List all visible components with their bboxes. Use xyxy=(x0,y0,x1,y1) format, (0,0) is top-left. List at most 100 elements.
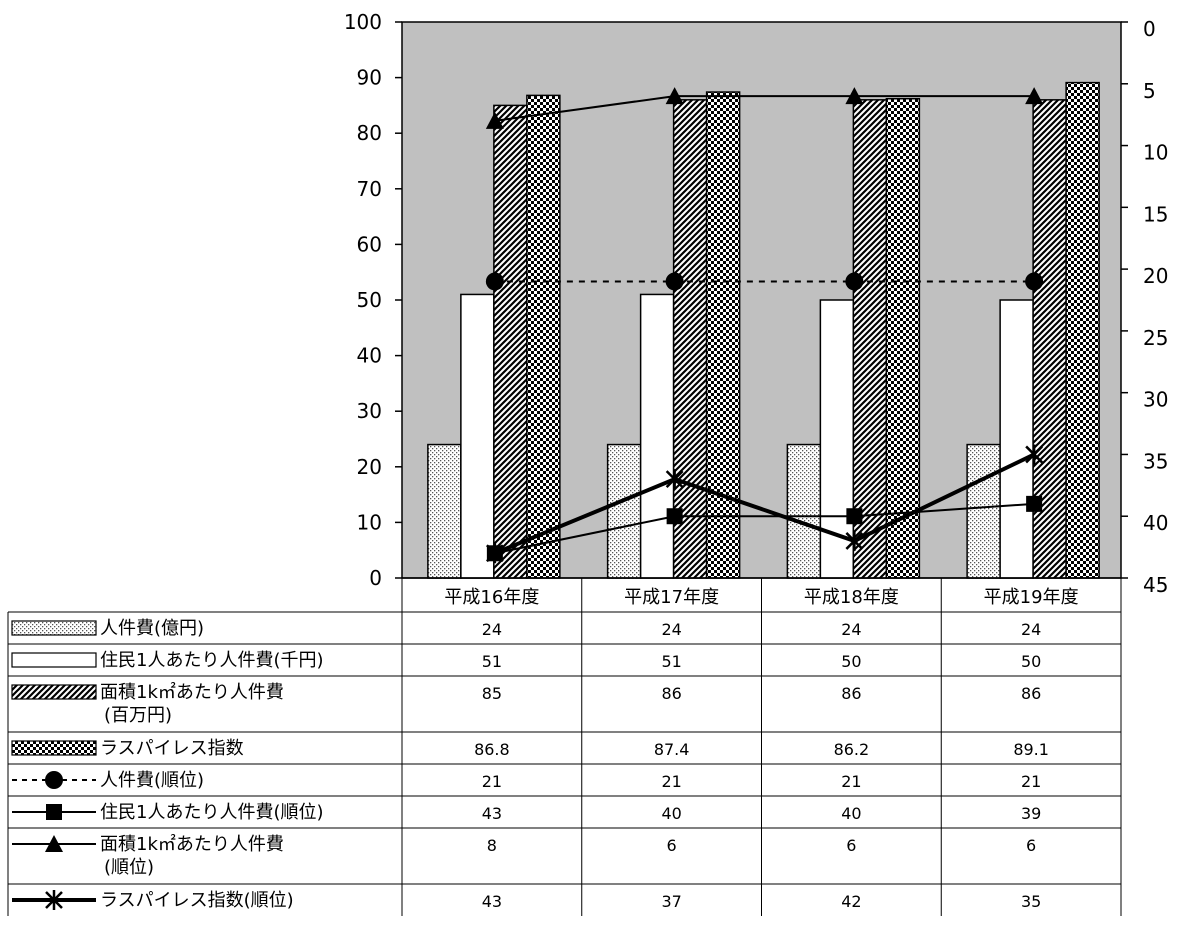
left-axis-label: 40 xyxy=(357,344,382,368)
right-axis-label: 10 xyxy=(1143,141,1168,165)
left-axis-label: 90 xyxy=(357,66,382,90)
legend-key xyxy=(11,652,97,668)
table-cell: 86 xyxy=(661,684,681,703)
legend-key xyxy=(11,740,97,756)
line-series-3 xyxy=(494,452,1035,556)
row-label: ラスパイレス指数 xyxy=(100,738,244,759)
legend-key xyxy=(11,620,97,636)
row-label: 面積1k㎡あたり人件費 xyxy=(100,681,284,703)
line-series-2 xyxy=(494,95,1035,122)
left-axis-label: 70 xyxy=(357,177,382,201)
table-cell: 86.2 xyxy=(834,740,870,759)
line-point-s2-c2 xyxy=(845,87,864,105)
bar-s2-c2 xyxy=(852,99,888,579)
table-cell: 24 xyxy=(841,620,861,639)
row-label: 面積1k㎡あたり人件費 xyxy=(100,833,284,855)
table-cell: 6 xyxy=(846,836,856,855)
table-cell: 42 xyxy=(841,892,861,911)
left-axis-label: 100 xyxy=(344,10,382,34)
right-axis-label: 0 xyxy=(1143,17,1156,41)
line-point-s0-c3 xyxy=(1025,272,1044,291)
left-axis-label: 30 xyxy=(357,399,382,423)
bar-s3-c0 xyxy=(526,94,561,579)
table-cell: 43 xyxy=(482,804,502,823)
row-label: 人件費(順位) xyxy=(100,770,204,791)
table-cell: 24 xyxy=(482,620,502,639)
table-cell: 89.1 xyxy=(1013,740,1049,759)
table-cell: 43 xyxy=(482,892,502,911)
table-cell: 40 xyxy=(661,804,681,823)
right-axis-label: 30 xyxy=(1143,388,1168,412)
row-label: 住民1人あたり人件費(千円) xyxy=(100,650,324,671)
table-cell: 24 xyxy=(661,620,681,639)
bar-s0-c2 xyxy=(786,443,822,579)
row-label: (順位) xyxy=(104,857,154,878)
right-axis-label: 40 xyxy=(1143,511,1168,535)
table-cell: 86.8 xyxy=(474,740,510,759)
right-axis-label: 35 xyxy=(1143,449,1168,473)
row-label: (百万円) xyxy=(104,705,172,726)
table-cell: 40 xyxy=(841,804,861,823)
table-cell: 35 xyxy=(1021,892,1041,911)
table-cell: 6 xyxy=(1026,836,1036,855)
right-axis-label: 45 xyxy=(1143,573,1168,597)
table-cell: 86 xyxy=(841,684,861,703)
table-cell: 21 xyxy=(482,772,502,791)
table-cell: 50 xyxy=(1021,652,1041,671)
table-cell: 85 xyxy=(482,684,502,703)
line-point-s1-c3 xyxy=(1026,495,1043,512)
row-label: 人件費(億円) xyxy=(100,618,204,639)
right-axis-label: 15 xyxy=(1143,202,1168,226)
line-point-s3-c2 xyxy=(845,530,864,551)
bar-s2-c0 xyxy=(493,104,528,579)
right-axis-label: 20 xyxy=(1143,264,1168,288)
table-cell: 24 xyxy=(1021,620,1041,639)
table-cell: 21 xyxy=(661,772,681,791)
bar-s1-c0 xyxy=(460,293,495,579)
legend-marker xyxy=(45,890,63,910)
right-axis-label: 5 xyxy=(1143,79,1156,103)
left-axis-label: 10 xyxy=(357,510,382,534)
bar-s3-c2 xyxy=(885,97,921,579)
line-point-s3-c1 xyxy=(665,469,684,490)
table-cell: 50 xyxy=(841,652,861,671)
bar-s1-c3 xyxy=(999,299,1034,579)
left-axis-label: 80 xyxy=(357,121,382,145)
line-point-s3-c3 xyxy=(1025,444,1044,465)
category-label: 平成16年度 xyxy=(444,587,539,608)
legend-marker xyxy=(45,835,63,852)
line-series-1 xyxy=(494,502,1035,555)
table-cell: 39 xyxy=(1021,804,1041,823)
line-point-s0-c1 xyxy=(665,272,684,291)
bar-s1-c1 xyxy=(639,293,675,579)
bar-s2-c1 xyxy=(672,99,708,579)
category-label: 平成18年度 xyxy=(804,587,899,608)
line-point-s0-c0 xyxy=(485,272,504,291)
table-cell: 21 xyxy=(1021,772,1041,791)
line-point-s2-c3 xyxy=(1025,87,1044,105)
category-label: 平成19年度 xyxy=(984,587,1079,608)
table-cell: 6 xyxy=(667,836,677,855)
row-label: ラスパイレス指数(順位) xyxy=(100,890,294,911)
left-axis-label: 0 xyxy=(369,566,382,590)
left-axis-label: 20 xyxy=(357,455,382,479)
right-axis-label: 25 xyxy=(1143,326,1168,350)
line-point-s2-c1 xyxy=(665,87,684,105)
table-cell: 8 xyxy=(487,836,497,855)
left-axis-label: 60 xyxy=(357,232,382,256)
line-point-s0-c2 xyxy=(845,272,864,291)
line-point-s1-c2 xyxy=(846,508,863,525)
table-cell: 87.4 xyxy=(654,740,690,759)
table-cell: 21 xyxy=(841,772,861,791)
table-cell: 51 xyxy=(482,652,502,671)
legend-marker xyxy=(45,771,63,789)
row-label: 住民1人あたり人件費(順位) xyxy=(100,802,324,823)
bar-s3-c1 xyxy=(705,91,741,579)
left-axis-label: 50 xyxy=(357,288,382,312)
table-cell: 86 xyxy=(1021,684,1041,703)
legend-key xyxy=(11,684,97,700)
legend-marker xyxy=(46,804,62,820)
line-point-s1-c1 xyxy=(666,508,683,525)
bar-s3-c3 xyxy=(1065,81,1100,579)
